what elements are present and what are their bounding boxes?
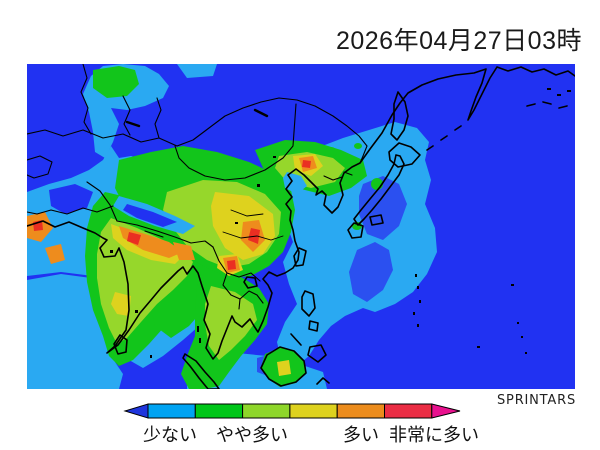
- legend-colorbar: [120, 402, 465, 425]
- aerosol-map-svg: [27, 64, 575, 389]
- legend-segment-5: [336, 403, 385, 419]
- tibet-hole-dark: [123, 204, 177, 227]
- legend-segment-4: [289, 403, 338, 419]
- island-dots: [110, 88, 571, 358]
- legend-segment-1: [147, 403, 196, 419]
- legend-colorbar-svg: [123, 403, 461, 419]
- aerosol-map: [27, 64, 575, 389]
- legend-label-high: 多い: [343, 425, 379, 445]
- attribution-text: SPRINTARS: [497, 393, 576, 408]
- lake-river-layer: [125, 108, 284, 241]
- legend-label-very-high: 非常に多い: [389, 425, 479, 445]
- coastline-layer: [27, 66, 575, 389]
- legend-segment-3: [242, 403, 291, 419]
- legend-segment-6: [384, 403, 433, 419]
- border-layer: [27, 64, 368, 310]
- ocean-hole-layer: [49, 184, 93, 214]
- legend-segment-2: [194, 403, 244, 419]
- legend-arrow-below: [123, 403, 149, 419]
- legend-arrow-above: [431, 403, 461, 419]
- page-title: 2026年04月27日03時: [335, 27, 582, 55]
- legend-label-low: 少ない: [143, 425, 197, 445]
- legend-label-slightly-high: やや多い: [216, 425, 288, 445]
